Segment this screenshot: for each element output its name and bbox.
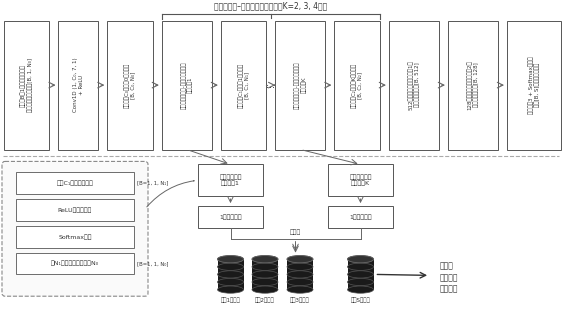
Ellipse shape <box>252 271 278 278</box>
Bar <box>16 199 134 221</box>
Text: Conv1D (1, C₀, 7, 1)
+ ReLU: Conv1D (1, C₀, 7, 1) + ReLU <box>73 58 84 112</box>
Ellipse shape <box>252 263 278 271</box>
Text: 通道数为C₁的特征1，尺寸为
[B, C₁, N₁]: 通道数为C₁的特征1，尺寸为 [B, C₁, N₁] <box>238 63 249 108</box>
Text: 高光谱: 高光谱 <box>440 261 454 270</box>
Bar <box>448 21 498 150</box>
Ellipse shape <box>347 278 374 286</box>
Ellipse shape <box>347 286 374 293</box>
Ellipse shape <box>347 263 374 271</box>
Ellipse shape <box>252 278 278 286</box>
Bar <box>58 21 98 150</box>
Text: ReLU非线性函数: ReLU非线性函数 <box>58 207 92 213</box>
Bar <box>328 206 393 228</box>
Ellipse shape <box>217 256 243 263</box>
Ellipse shape <box>252 286 278 293</box>
Ellipse shape <box>252 256 278 263</box>
FancyArrowPatch shape <box>147 181 194 207</box>
Text: [B=1, 1, N₁]: [B=1, 1, N₁] <box>137 181 169 186</box>
Text: 类别2收集器: 类别2收集器 <box>255 297 275 303</box>
Ellipse shape <box>217 286 243 293</box>
Text: ...: ... <box>266 80 275 90</box>
Ellipse shape <box>287 278 313 286</box>
Text: 残差「挤压–激励」选通模块组（K=2, 3, 4等）: 残差「挤压–激励」选通模块组（K=2, 3, 4等） <box>214 2 328 11</box>
Ellipse shape <box>287 271 313 278</box>
Text: 128个连接单元的全连接层2，
输出特征尺寸为[B, 128]: 128个连接单元的全连接层2， 输出特征尺寸为[B, 128] <box>467 60 479 110</box>
Text: [B=1, 1, N₀]: [B=1, 1, N₀] <box>137 261 169 266</box>
Bar <box>16 226 134 248</box>
Bar <box>221 21 266 150</box>
Bar <box>198 206 263 228</box>
Bar <box>287 259 313 290</box>
Text: 通道数为C₂的特征K，尺寸为
[B, C₂, N₂]: 通道数为C₂的特征K，尺寸为 [B, C₂, N₂] <box>351 63 362 108</box>
Text: 类别S收集器: 类别S收集器 <box>351 297 370 303</box>
Text: Softmax函数: Softmax函数 <box>58 234 92 240</box>
Bar <box>347 259 374 290</box>
Text: 一堆残差「挤压-激励」特征通道
选通模块K: 一堆残差「挤压-激励」特征通道 选通模块K <box>294 61 306 109</box>
Text: 类别1收集器: 类别1收集器 <box>221 297 241 303</box>
Ellipse shape <box>347 256 374 263</box>
Text: 全连接层3 + Softmax激励，
输出[B, S]大小的预测概率: 全连接层3 + Softmax激励， 输出[B, S]大小的预测概率 <box>528 56 540 114</box>
Ellipse shape <box>217 278 243 286</box>
Bar <box>162 21 212 150</box>
Text: 训练样本概率
生成模块K: 训练样本概率 生成模块K <box>349 174 371 186</box>
Bar <box>107 21 153 150</box>
Bar <box>334 21 380 150</box>
Text: 求平均: 求平均 <box>290 229 301 235</box>
Text: 波段选择: 波段选择 <box>440 273 459 282</box>
Text: 1维概率向量: 1维概率向量 <box>219 214 242 220</box>
Text: 一批次B个1维高光谱数据样
本作为输入，尺寸为[B, 1, N₀]: 一批次B个1维高光谱数据样 本作为输入，尺寸为[B, 1, N₀] <box>21 58 33 112</box>
Ellipse shape <box>347 271 374 278</box>
Text: 通道数为C₀的特征0，尺寸为
[B, C₀, N₀]: 通道数为C₀的特征0，尺寸为 [B, C₀, N₀] <box>124 63 135 108</box>
Ellipse shape <box>217 271 243 278</box>
Text: 1维概率向量: 1维概率向量 <box>349 214 372 220</box>
Ellipse shape <box>287 256 313 263</box>
Text: 独立森林: 独立森林 <box>440 285 459 294</box>
Bar <box>16 172 134 194</box>
Ellipse shape <box>252 256 278 263</box>
Ellipse shape <box>347 256 374 263</box>
Text: 训练样本概率
生成模块1: 训练样本概率 生成模块1 <box>219 174 242 186</box>
Text: 将N₁值填回到原始长度N₀: 将N₁值填回到原始长度N₀ <box>51 261 99 266</box>
Bar <box>217 259 243 290</box>
Ellipse shape <box>217 256 243 263</box>
Text: 类别3收集器: 类别3收集器 <box>290 297 310 303</box>
Bar <box>16 253 134 274</box>
Ellipse shape <box>287 286 313 293</box>
Text: 512个连接单元的全连接层1，
输出特征尺寸为[B, 512]: 512个连接单元的全连接层1， 输出特征尺寸为[B, 512] <box>408 60 420 110</box>
Bar <box>198 164 263 196</box>
Bar <box>507 21 561 150</box>
FancyBboxPatch shape <box>2 161 148 296</box>
Text: 一堆残差「挤压-激励」特征通道
选通模块1: 一堆残差「挤压-激励」特征通道 选通模块1 <box>181 61 193 109</box>
Bar <box>328 164 393 196</box>
Bar <box>389 21 439 150</box>
Bar <box>275 21 325 150</box>
Text: 沿着C₁维度取最大值: 沿着C₁维度取最大值 <box>57 181 93 186</box>
Ellipse shape <box>217 263 243 271</box>
Ellipse shape <box>287 263 313 271</box>
Ellipse shape <box>287 256 313 263</box>
Bar <box>252 259 278 290</box>
Bar <box>4 21 49 150</box>
